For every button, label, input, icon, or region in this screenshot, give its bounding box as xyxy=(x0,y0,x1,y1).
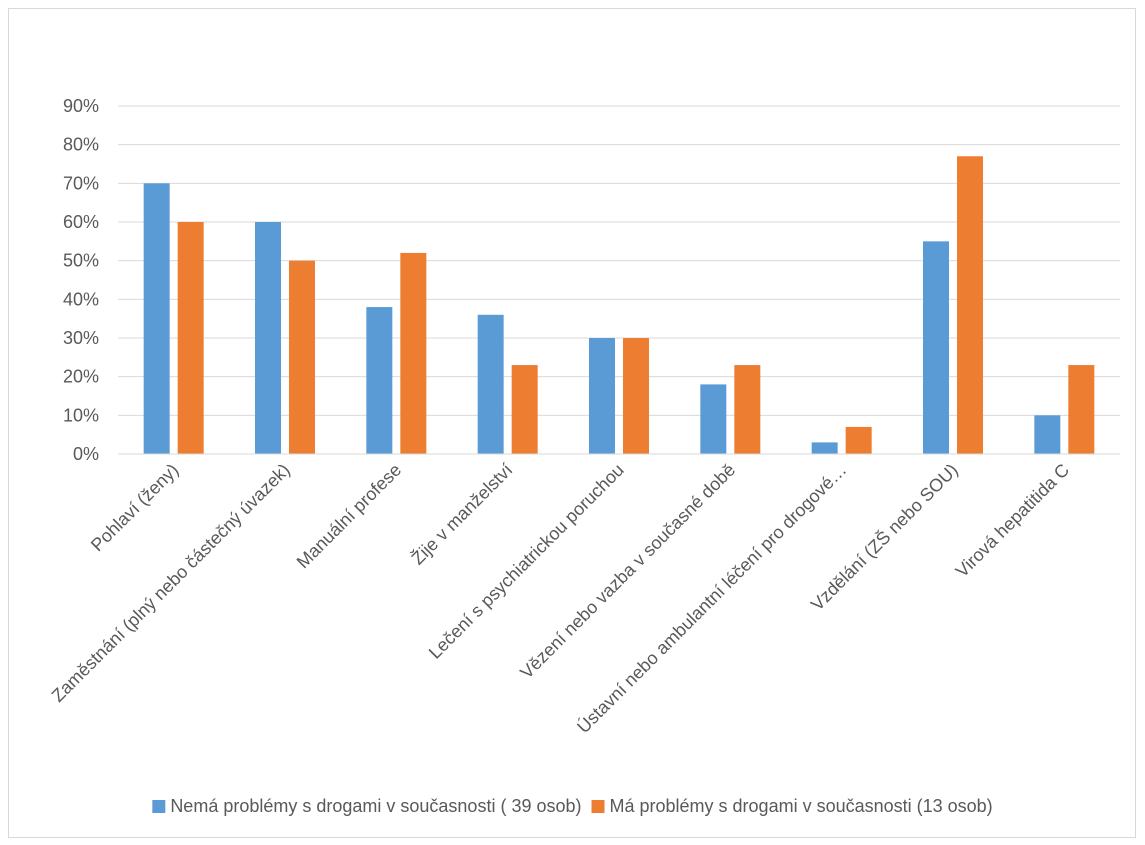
bar-series-1-8 xyxy=(923,241,949,454)
x-axis-category-labels: Pohlaví (ženy)Zaměstnání (plný nebo část… xyxy=(48,459,1074,737)
bar-series-2-2 xyxy=(289,260,315,454)
bar-series-2-6 xyxy=(734,365,761,454)
y-tick-label: 90% xyxy=(63,96,99,116)
bar-series-1-2 xyxy=(255,222,281,454)
bar-series-2-5 xyxy=(623,338,649,454)
bar-series-1-9 xyxy=(1034,415,1061,454)
bar-series-1-5 xyxy=(589,338,615,454)
x-category-label: Pohlaví (ženy) xyxy=(87,460,183,556)
bars xyxy=(143,156,1095,455)
bar-series-1-7 xyxy=(811,442,838,454)
y-tick-label: 20% xyxy=(63,367,99,387)
y-tick-label: 30% xyxy=(63,328,99,348)
bar-series-2-1 xyxy=(177,222,204,454)
bar-series-2-9 xyxy=(1068,365,1095,454)
legend-swatch-series-2 xyxy=(591,800,605,813)
x-category-label: Žije v manželství xyxy=(408,460,517,569)
bar-series-1-4 xyxy=(477,314,504,454)
x-category-label: Zaměstnání (plný nebo částečný úvazek) xyxy=(48,460,294,706)
x-category-label: Vězení nebo vazba v současné době xyxy=(516,460,739,683)
y-axis-tick-labels: 0% 10% 20% 30% 40% 50% 60% 70% 80% 90% xyxy=(63,96,99,464)
y-tick-label: 60% xyxy=(63,212,99,232)
y-tick-label: 40% xyxy=(63,289,99,309)
y-tick-label: 0% xyxy=(73,444,99,464)
x-category-label: Virová hepatitida C xyxy=(952,460,1073,581)
bar-series-2-7 xyxy=(845,426,872,454)
bar-series-2-4 xyxy=(511,365,538,454)
bar-series-1-3 xyxy=(366,307,393,454)
y-tick-label: 70% xyxy=(63,173,99,193)
bar-series-2-3 xyxy=(400,252,427,454)
gridlines xyxy=(118,105,1120,416)
bar-series-1-1 xyxy=(143,183,170,455)
x-category-label: Lečení s psychiatrickou poruchou xyxy=(425,460,628,663)
x-category-label: Manuální profese xyxy=(293,460,405,572)
y-tick-label: 10% xyxy=(63,405,99,425)
legend-label-series-1: Nemá problémy s drogami v současnosti ( … xyxy=(170,796,581,816)
legend-swatch-series-1 xyxy=(152,800,166,813)
legend-label-series-2: Má problémy s drogami v současnosti (13 … xyxy=(610,796,993,816)
bar-series-2-8 xyxy=(957,156,983,454)
y-tick-label: 80% xyxy=(63,135,99,155)
y-tick-label: 50% xyxy=(63,251,99,271)
legend: Nemá problémy s drogami v současnosti ( … xyxy=(152,796,993,816)
bar-series-1-6 xyxy=(700,384,727,454)
